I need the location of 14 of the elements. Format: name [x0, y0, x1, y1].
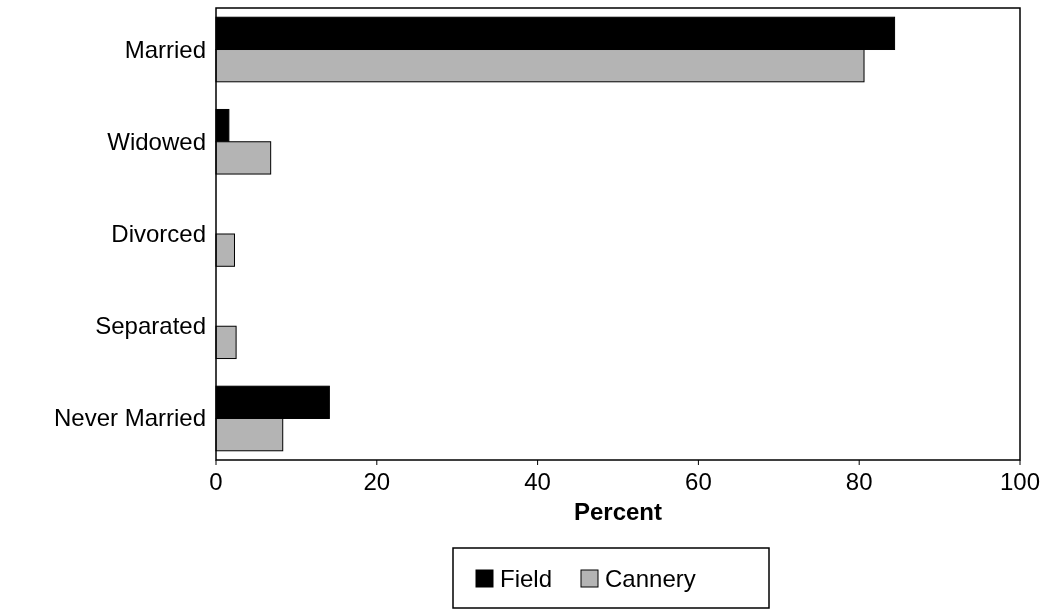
legend-label: Field: [500, 565, 553, 592]
x-tick-label: 100: [999, 468, 1041, 495]
y-tick-label: Divorced: [111, 220, 206, 247]
x-tick-label: 0: [209, 468, 223, 495]
y-tick-label: Separated: [95, 312, 206, 340]
x-axis-title: Percent: [573, 498, 663, 525]
y-tick-label: Widowed: [107, 127, 206, 155]
y-tick-label: Never Married: [53, 404, 206, 432]
x-tick-label: 60: [685, 468, 712, 495]
x-tick-label: 80: [845, 468, 873, 495]
x-tick-label: 20: [363, 468, 391, 495]
x-tick-label: 40: [524, 468, 551, 495]
y-tick-label: Married: [124, 35, 206, 63]
legend-label: Cannery: [605, 565, 696, 592]
